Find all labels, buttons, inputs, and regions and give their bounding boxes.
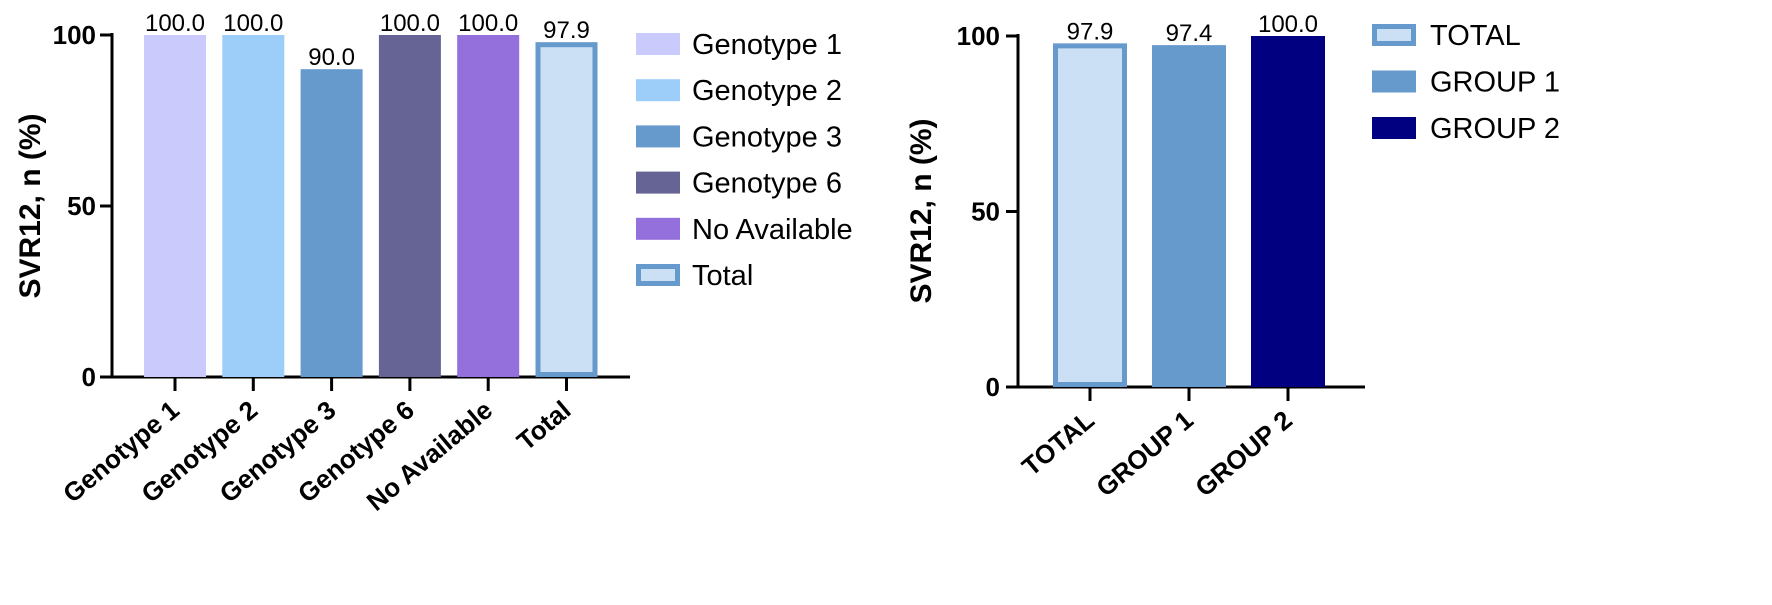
legend-label: Genotype 6 bbox=[692, 168, 842, 200]
x-tick-label: GROUP 2 bbox=[1189, 405, 1298, 503]
legend-swatch bbox=[636, 125, 680, 148]
y-tick-label: 0 bbox=[986, 372, 1000, 402]
bar-genotype-1 bbox=[144, 35, 206, 377]
data-label: 97.9 bbox=[1067, 18, 1114, 45]
legend: TOTAL GROUP 1 GROUP 2 bbox=[1372, 20, 1560, 145]
data-label: 100.0 bbox=[458, 10, 518, 37]
y-axis-label: SVR12, n (%) bbox=[14, 113, 47, 298]
x-tick-label: Total bbox=[511, 395, 576, 457]
chart-1: SVR12, n (%) 0 50 100 100.0 Genotype 1 100.0 Ge… bbox=[14, 10, 853, 517]
legend-label: TOTAL bbox=[1430, 20, 1521, 52]
data-label: 90.0 bbox=[308, 44, 355, 71]
legend-swatch bbox=[1372, 24, 1416, 46]
x-tick-label: TOTAL bbox=[1016, 405, 1100, 482]
y-tick-label: 50 bbox=[67, 191, 96, 221]
y-tick-label: 100 bbox=[957, 21, 1000, 51]
x-tick-label: GROUP 1 bbox=[1090, 405, 1199, 503]
data-label: 100.0 bbox=[223, 10, 283, 37]
y-tick-label: 0 bbox=[82, 362, 96, 392]
legend-label: Genotype 1 bbox=[692, 29, 842, 61]
bar-genotype-3 bbox=[300, 69, 363, 377]
bar-total bbox=[535, 42, 598, 377]
legend-label: Genotype 3 bbox=[692, 121, 842, 153]
y-tick-label: 100 bbox=[53, 20, 96, 50]
data-label: 100.0 bbox=[1258, 11, 1318, 38]
bar-genotype-2 bbox=[222, 35, 285, 377]
bar-genotype-6 bbox=[378, 35, 441, 377]
legend-label: Total bbox=[692, 260, 753, 292]
legend-label: GROUP 1 bbox=[1430, 67, 1560, 99]
bar-group-2 bbox=[1251, 36, 1325, 387]
legend-label: GROUP 2 bbox=[1430, 113, 1560, 145]
bar-group-1 bbox=[1152, 45, 1226, 387]
legend: Genotype 1 Genotype 2 Genotype 3 Genotype 6… bbox=[636, 29, 853, 292]
legend-label: No Available bbox=[692, 214, 853, 246]
legend-swatch bbox=[1372, 70, 1416, 93]
legend-label: Genotype 2 bbox=[692, 75, 842, 107]
legend-swatch bbox=[636, 217, 680, 240]
bar-total bbox=[1053, 43, 1127, 387]
legend-swatch bbox=[636, 264, 680, 286]
legend-swatch bbox=[1372, 117, 1416, 139]
chart-2: SVR12, n (%) 0 50 100 97.9 TOTAL 97.4 GROUP 1 10… bbox=[905, 11, 1560, 503]
data-label: 97.4 bbox=[1166, 20, 1213, 47]
legend-swatch bbox=[636, 79, 680, 102]
data-label: 97.9 bbox=[543, 17, 590, 44]
y-axis-label: SVR12, n (%) bbox=[905, 118, 938, 303]
data-label: 100.0 bbox=[145, 10, 205, 37]
bar-no-available bbox=[457, 35, 520, 377]
legend-swatch bbox=[636, 171, 680, 194]
y-tick-label: 50 bbox=[971, 197, 1000, 227]
data-label: 100.0 bbox=[380, 10, 440, 37]
legend-swatch bbox=[636, 33, 680, 55]
